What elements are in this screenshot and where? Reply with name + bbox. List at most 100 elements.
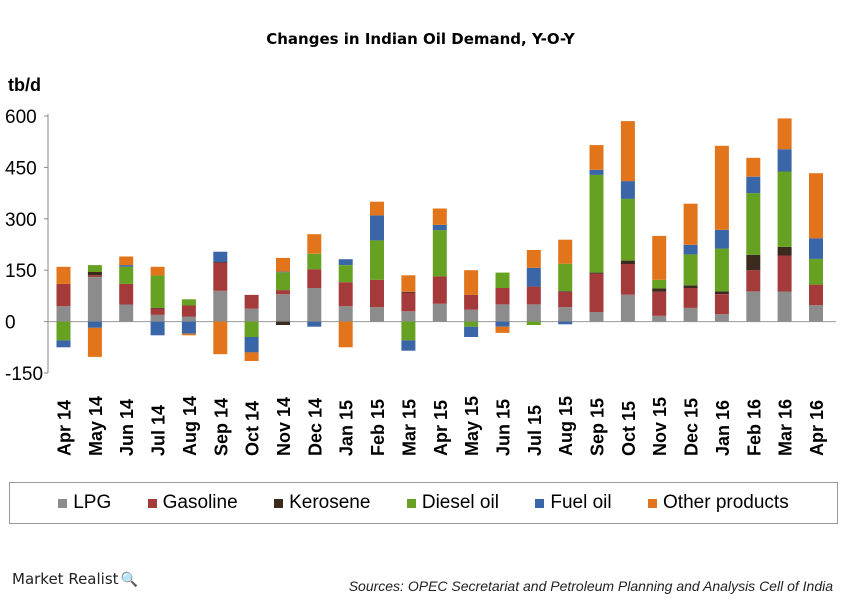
x-tick-label: Feb 16 (744, 399, 764, 456)
bar-segment-lpg (401, 311, 416, 322)
bar-segment-diesel-oil (526, 321, 541, 325)
x-tick-label: Apr 15 (431, 400, 451, 456)
bar-segment-lpg (526, 304, 541, 322)
x-tick-label: Oct 15 (619, 401, 639, 456)
bar-segment-gasoline (370, 279, 384, 308)
bar-segment-other-products (244, 352, 259, 361)
bar-segment-fuel-oil (809, 238, 823, 259)
bar-segment-diesel-oil (181, 299, 196, 306)
x-tick-label: Jul 14 (149, 405, 169, 456)
bar-segment-diesel-oil (87, 265, 102, 272)
bar-segment-other-products (558, 239, 573, 264)
brand-name: Market Realist (12, 570, 119, 588)
x-tick-label: Aug 14 (180, 396, 200, 456)
bar-segment-other-products (338, 321, 353, 348)
bar-segment-fuel-oil (526, 267, 541, 287)
bar-segment-lpg (809, 305, 823, 322)
bar-segment-lpg (213, 290, 228, 322)
bar-segment-other-products (746, 157, 761, 177)
x-tick-label: Sep 14 (211, 398, 231, 456)
bar-segment-other-products (652, 235, 667, 280)
bar-segment-diesel-oil (746, 193, 761, 255)
legend-swatch (648, 498, 658, 508)
bar-segment-gasoline (809, 284, 823, 306)
bar-segment-gasoline (432, 276, 447, 304)
bar-segment-gasoline (181, 305, 196, 317)
bar-segment-gasoline (683, 288, 698, 308)
bar-segment-other-products (401, 275, 416, 292)
bar-segment-gasoline (307, 269, 322, 288)
y-tick-label: 150 (5, 261, 37, 282)
bar-segment-diesel-oil (119, 266, 134, 284)
bar-segment-gasoline (652, 291, 667, 316)
bar-segment-other-products (620, 121, 635, 182)
legend-item: Gasoline (147, 492, 238, 514)
y-tick-label: 0 (5, 313, 16, 334)
bar-segment-diesel-oil (401, 321, 416, 341)
bar-segment-other-products (119, 256, 134, 266)
bar-segment-gasoline (558, 291, 573, 308)
legend-item: Diesel oil (406, 492, 499, 514)
bar-segment-kerosene (683, 285, 698, 288)
bar-segment-fuel-oil (244, 337, 259, 353)
bar-segment-diesel-oil (652, 279, 667, 289)
x-tick-label: May 15 (462, 396, 482, 456)
x-tick-label: Nov 14 (274, 397, 294, 456)
bar-segment-fuel-oil (432, 225, 447, 231)
bar-segment-other-products (87, 327, 102, 357)
bar-segment-gasoline (213, 262, 228, 291)
bar-segment-lpg (370, 307, 384, 322)
bar-segment-gasoline (401, 292, 416, 312)
bar-segment-diesel-oil (244, 321, 259, 337)
bar-segment-lpg (307, 288, 322, 322)
bar-segment-lpg (464, 309, 479, 322)
legend-label: Diesel oil (421, 492, 499, 513)
bar-segment-fuel-oil (213, 251, 228, 262)
legend-swatch (406, 498, 416, 508)
x-tick-label: Apr 16 (807, 400, 827, 456)
legend-item: Fuel oil (535, 492, 612, 514)
bar-segment-fuel-oil (777, 149, 792, 172)
legend-swatch (274, 498, 284, 508)
bar-segment-gasoline (589, 273, 604, 312)
bar-segment-lpg (119, 304, 134, 322)
bar-segment-other-products (276, 257, 290, 272)
bar-segment-fuel-oil (87, 321, 102, 328)
bar-segment-fuel-oil (401, 340, 416, 351)
bar-segment-fuel-oil (276, 271, 290, 273)
x-tick-label: Jul 15 (525, 405, 545, 456)
bar-segment-kerosene (589, 272, 604, 274)
bar-segment-kerosene (276, 321, 290, 325)
y-tick-label: 450 (5, 158, 37, 179)
bar-segment-other-products (213, 321, 228, 355)
bar-segment-diesel-oil (307, 253, 322, 270)
x-tick-label: Nov 15 (650, 397, 670, 456)
bar-segment-diesel-oil (338, 265, 353, 283)
bar-segment-fuel-oil (464, 326, 479, 337)
bar-segment-lpg (181, 316, 196, 322)
legend-item: Other products (648, 492, 789, 514)
bar-segment-lpg (589, 312, 604, 322)
bar-segment-kerosene (652, 288, 667, 292)
bar-segment-other-products (307, 234, 322, 254)
legend-swatch (535, 498, 545, 508)
bar-segment-other-products (777, 118, 792, 150)
x-tick-label: Apr 14 (55, 400, 75, 456)
bar-segment-diesel-oil (714, 248, 729, 292)
x-tick-label: Jan 15 (337, 400, 357, 456)
bar-segment-gasoline (338, 282, 353, 307)
bar-segment-other-products (181, 333, 196, 336)
bar-segment-other-products (370, 201, 384, 216)
bar-segment-diesel-oil (495, 272, 510, 288)
bar-segment-other-products (432, 208, 447, 225)
bar-segment-kerosene (558, 291, 573, 292)
legend-swatch (147, 498, 157, 508)
bar-segment-other-products (683, 203, 698, 245)
x-tick-label: May 14 (86, 396, 106, 456)
bar-segment-gasoline (276, 290, 290, 295)
bar-segment-kerosene (714, 291, 729, 295)
bar-segment-other-products (464, 270, 479, 295)
x-tick-label: Dec 14 (305, 398, 325, 456)
bar-segment-diesel-oil (589, 174, 604, 273)
bar-segment-gasoline (150, 308, 165, 315)
